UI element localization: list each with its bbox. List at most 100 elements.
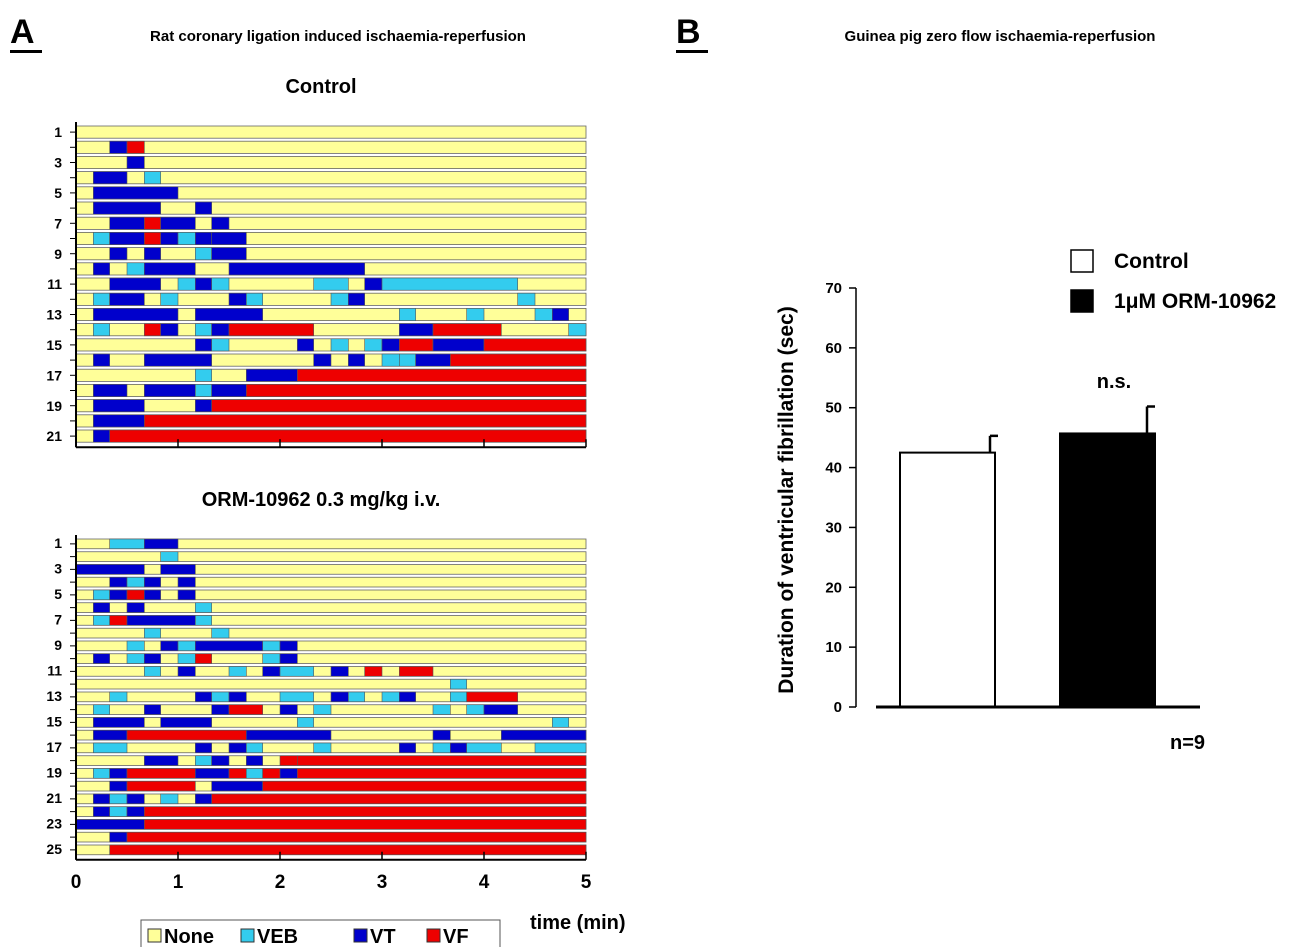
legend-swatch-none [147,928,162,943]
orm-row-18-vf-segment [297,755,587,766]
orm-row-14-vt-segment [279,704,298,715]
control-row-16-veb-segment [381,353,400,367]
control-row-4-vt-segment [93,171,128,185]
orm-row-13-vt-segment [399,691,416,703]
control-row-18-veb-segment [195,384,212,397]
control-row-14-veb-segment [93,323,110,337]
orm-row-13-vf-segment [466,691,518,703]
panel-a-letter-underline [10,50,42,53]
control-row-10-vt-segment [144,262,196,276]
control-row-2-vf-segment [126,140,145,154]
orm-row-11-veb-segment [279,666,314,677]
control-row-14-vf-segment [228,323,314,337]
control-row-2-vt-segment [109,140,128,154]
control-row-21-vf-segment [109,429,587,443]
control-row-16-vt-segment [313,353,332,367]
control-row-16-veb-segment [399,353,416,367]
bar-y-tick-label: 30 [825,519,842,536]
orm-row-1-vt-segment [144,538,179,550]
orm-row-14-vt-segment [144,704,161,715]
bar-1 [899,451,996,708]
orm-row-14-veb-segment [313,704,332,715]
control-chart-title: Control [285,76,356,98]
orm-row-19-vf-segment [126,768,196,779]
bar-y-tick-label: 50 [825,400,842,417]
bar-legend: Control 1μM ORM-10962 [1070,249,1276,313]
orm-row-label: 11 [47,662,62,678]
orm-row-19-veb-segment [93,768,110,779]
timeline-x-axis: 0 1 2 3 4 5 [71,872,592,893]
orm-row-17-vt-segment [195,742,212,754]
control-row-20-vt-segment [93,414,145,428]
control-row-10-vt-segment [228,262,365,276]
control-row-8-veb-segment [177,232,196,245]
orm-row-label: 3 [54,560,62,576]
control-row-label: 15 [46,337,62,353]
orm-row-3-vt-segment [75,564,145,575]
orm-row-4-vt-segment [109,576,128,588]
bar-y-tick-label: 40 [825,460,842,477]
orm-row-16-vf-segment [126,729,247,741]
orm-row-17-vt-segment [399,742,416,754]
orm-row-label: 17 [46,739,62,755]
orm-row-12 [75,678,587,690]
orm-row-7-vf-segment [109,615,128,626]
orm-row-14-vt-segment [483,704,518,715]
orm-row-2 [75,551,587,562]
bar-2 [1059,432,1156,708]
control-row-label: 5 [54,185,62,201]
control-row-16-vt-segment [144,353,212,367]
control-row-6-vt-segment [195,201,212,215]
control-row-14-vt-segment [399,323,434,337]
control-row-14-veb-segment [568,323,587,337]
orm-row-5-vt-segment [144,589,161,601]
panel-b-letter: B [676,13,701,51]
orm-row-17-veb-segment [534,742,587,754]
orm-row-22-vt-segment [93,806,110,817]
legend-label-veb: VEB [257,926,298,947]
orm-row-22-vf-segment [144,806,587,817]
panel-a-title: Rat coronary ligation induced ischaemia-… [150,28,526,45]
orm-row-17-vt-segment [450,742,467,754]
control-row-3-vt-segment [126,156,145,169]
orm-row-16-vt-segment [246,729,332,741]
orm-row-label: 21 [46,790,62,806]
control-row-16-vt-segment [415,353,451,367]
orm-row-15-veb-segment [297,717,314,728]
orm-row-9-veb-segment [262,640,281,652]
control-row-15-vf-segment [399,338,434,352]
control-row-label: 7 [54,215,62,231]
orm-row-21-veb-segment [160,793,179,805]
orm-row-18-vf-segment [279,755,298,766]
panel-b-title: Guinea pig zero flow ischaemia-reperfusi… [845,28,1156,45]
legend-swatch-veb [240,928,255,943]
control-row-label: 19 [46,398,62,414]
control-row-13-veb-segment [399,308,416,321]
control-row-9-vt-segment [109,247,128,261]
orm-row-12-veb-segment [450,678,467,690]
control-row-18-vt-segment [211,384,247,397]
orm-row-7-vt-segment [126,615,196,626]
orm-row-11-vt-segment [177,666,196,677]
control-row-label: 13 [46,307,62,323]
control-row-label: 21 [46,428,62,444]
orm-row-20-vf-segment [262,780,587,792]
control-row-8-vt-segment [109,232,145,245]
control-row-label: 3 [54,155,62,171]
orm-row-11-veb-segment [144,666,161,677]
orm-row-6-vt-segment [126,602,145,613]
control-row-label: 11 [47,276,62,292]
orm-row-10-vt-segment [93,653,110,664]
control-row-label: 9 [54,246,62,262]
orm-row-24-vt-segment [109,831,128,843]
bar-legend-swatch-1 [1070,249,1094,273]
control-row-19-vf-segment [211,399,587,413]
vf-duration-bar-chart: 0 10 20 30 40 50 60 70 Duration of ventricular f… [775,280,1200,716]
control-row-13-vt-segment [93,308,179,321]
orm-row-20-vf-segment [126,780,196,792]
orm-row-22-veb-segment [109,806,128,817]
control-row-20-vf-segment [144,414,587,428]
control-row-16-vt-segment [93,353,110,367]
